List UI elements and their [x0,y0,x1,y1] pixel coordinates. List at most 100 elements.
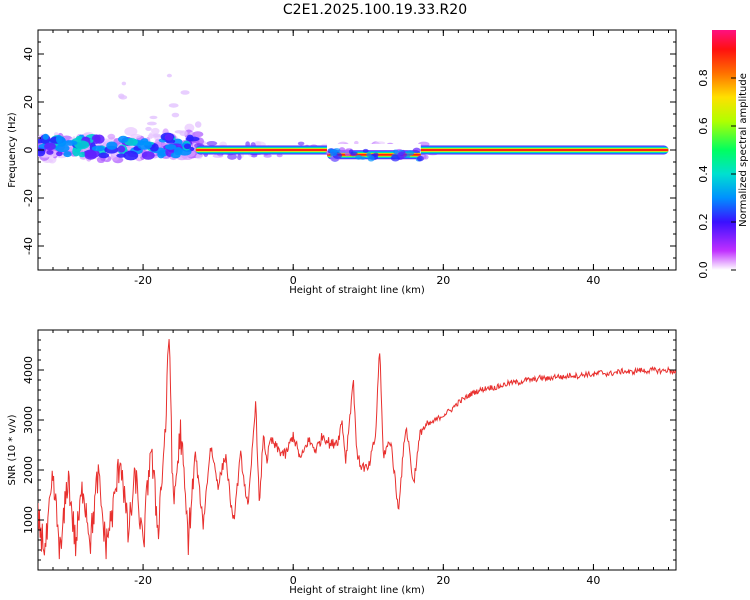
spectrogram-xlabel: Height of straight line (km) [289,285,425,296]
spectrogram-blob [195,153,203,160]
spectrogram-blob [171,112,180,118]
spectrogram-blob [46,150,54,155]
spectrogram-blob [354,140,359,145]
spectrogram-plot: -20 0 20 40 40 20 0 -20 -40 Height of straight l… [7,29,677,296]
spectrogram-blob [98,152,110,159]
colorbar-ticks: 0.0 0.2 0.4 0.6 0.8 [697,69,736,279]
x-tick-label: 0 [290,274,297,287]
spectrogram-blob [56,151,63,157]
spectrogram-blob [75,135,83,141]
spectrogram-blob [412,147,421,154]
spectrogram-blob [117,145,126,153]
spectrogram-blob [149,115,158,120]
colorbar-tick-label: 0.4 [697,165,710,183]
spectrogram-blob [78,151,87,158]
y-tick-label: -40 [22,237,35,255]
spectrogram-blob [180,90,190,95]
spectrogram-blob [124,127,138,136]
x-tick-label: 0 [290,574,297,587]
colorbar-tick-label: 0.6 [697,117,710,135]
spectrogram-blob [146,121,157,126]
spectrogram-blob [186,134,194,142]
spectrogram-blob [55,144,70,153]
spectrogram-blob [137,140,153,150]
spectrogram-blob [119,95,128,100]
spectrogram-blob [362,148,369,153]
spectrogram-blob [173,147,183,156]
spectrogram-blob [276,153,283,158]
spectrogram-blob [117,135,129,143]
spectrogram-blob [107,133,116,140]
y-tick-label: 0 [22,147,35,154]
x-tick-label: 20 [436,274,450,287]
spectrogram-blob [254,140,262,147]
spectrogram-blob [121,81,127,86]
spectrogram-blob [164,133,174,141]
chart-title: C2E1.2025.100.19.33.R20 [282,2,468,18]
spectrogram-blob [141,151,155,160]
colorbar-gradient [712,30,736,270]
spectrogram-blob [84,149,100,159]
spectrogram-blob [166,73,172,78]
spectrogram-blob [179,130,188,137]
spectrogram-blob [348,149,354,155]
y-tick-label: 1000 [22,506,35,534]
spectrogram-blob [355,154,363,160]
spectrogram-blob [148,132,153,140]
spectrogram-blob [62,140,78,146]
spectrogram-blob [297,141,305,146]
y-tick-label: 4000 [22,356,35,384]
spectrogram-blob [406,150,415,156]
spectrogram-marks [38,73,669,164]
x-tick-label: 20 [436,574,450,587]
y-tick-label: 2000 [22,456,35,484]
ridge-band [195,149,669,151]
colorbar: 0.0 0.2 0.4 0.6 0.8 Normalized spectral ampl… [697,30,749,279]
spectrogram-blob [168,103,179,108]
spectrogram-blob [184,123,195,132]
snr-ticks: -20 0 20 40 4000 3000 2000 1000 [22,329,676,587]
snr-xlabel: Height of straight line (km) [289,585,425,596]
spectrogram-blob [42,133,49,140]
spectrogram-blob [192,131,204,138]
y-tick-label: 20 [22,95,35,109]
snr-plot: -20 0 20 40 4000 3000 2000 1000 Height of strai… [7,329,677,596]
spectrogram-blob [397,151,407,159]
spectrogram-blob [206,141,218,146]
x-tick-label: 40 [586,574,600,587]
spectrogram-blob [418,141,430,147]
colorbar-tick-label: 0.0 [697,261,710,279]
spectrogram-blob [237,154,242,161]
x-tick-label: 40 [586,274,600,287]
spectrogram-blob [263,154,272,158]
colorbar-tick-label: 0.2 [697,213,710,231]
spectrogram-blob [55,135,63,144]
spectrogram-blob [63,151,72,158]
spectrogram-blob [338,147,346,154]
spectrogram-blob [164,143,177,150]
colorbar-tick-label: 0.8 [697,69,710,87]
spectrogram-blob [145,126,152,131]
spectrogram-blob [123,150,139,161]
spectrogram-blob [116,153,126,158]
spectrogram-blob [152,133,161,138]
spectrogram-blob [183,143,191,150]
snr-ylabel: SNR (10 * v/v) [7,414,18,485]
spectrogram-ticks: -20 0 20 40 40 20 0 -20 -40 [22,29,676,287]
spectrogram-blob [106,141,118,150]
spectrogram-blob [423,154,429,160]
spectrogram-blob [227,153,237,160]
spectrogram-blob [44,142,56,151]
spectrogram-blob [94,134,105,144]
spectrogram-blob [212,154,224,158]
y-tick-label: 40 [22,47,35,61]
spectrogram-blob [91,145,105,152]
spectrogram-blob [151,127,160,135]
spectrogram-ylabel: Frequency (Hz) [7,112,18,188]
spectrogram-blob [367,155,375,162]
y-tick-label: -20 [22,189,35,207]
spectrogram-blob [74,140,90,150]
spectrogram-blob [392,149,399,154]
spectrogram-blob [416,155,424,162]
